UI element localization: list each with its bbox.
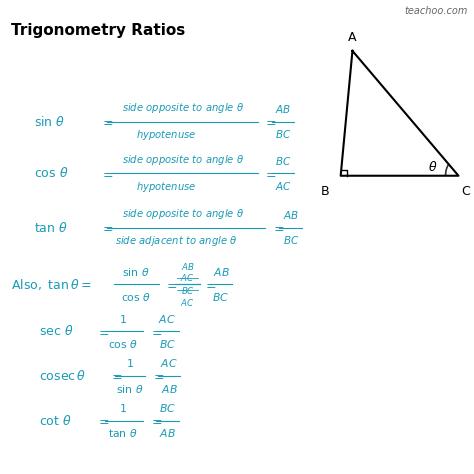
Text: $\theta$: $\theta$ bbox=[428, 160, 437, 174]
Text: $\tan\,\theta$: $\tan\,\theta$ bbox=[35, 220, 68, 235]
Text: $=$: $=$ bbox=[151, 370, 164, 383]
Text: $BC$: $BC$ bbox=[159, 338, 176, 350]
Text: $=$: $=$ bbox=[149, 325, 163, 338]
Text: $AB$: $AB$ bbox=[212, 265, 229, 277]
Text: $AB$: $AB$ bbox=[159, 428, 176, 439]
Text: $1$: $1$ bbox=[119, 402, 127, 414]
Text: $\mathit{side\ adjacent\ to\ angle}\ \theta$: $\mathit{side\ adjacent\ to\ angle}\ \th… bbox=[115, 234, 237, 248]
Text: $AC$: $AC$ bbox=[160, 357, 178, 369]
Text: $\mathit{side\ opposite\ to\ angle}\ \theta$: $\mathit{side\ opposite\ to\ angle}\ \th… bbox=[122, 207, 244, 221]
Text: $\mathit{hypotenuse}$: $\mathit{hypotenuse}$ bbox=[136, 128, 197, 142]
Text: $BC$: $BC$ bbox=[275, 128, 292, 140]
Text: $\mathit{hypotenuse}$: $\mathit{hypotenuse}$ bbox=[136, 180, 197, 194]
Text: $BC$: $BC$ bbox=[159, 402, 176, 414]
Text: $=$: $=$ bbox=[109, 370, 122, 383]
Text: $1$: $1$ bbox=[126, 357, 134, 369]
Text: $AB$: $AB$ bbox=[275, 103, 291, 115]
Text: $\sin\,\theta$: $\sin\,\theta$ bbox=[122, 265, 149, 277]
Text: $=$: $=$ bbox=[263, 167, 277, 180]
Text: $=$: $=$ bbox=[149, 414, 163, 427]
Text: $\mathit{side\ opposite\ to\ angle}\ \theta$: $\mathit{side\ opposite\ to\ angle}\ \th… bbox=[122, 101, 244, 115]
Text: $\cot\,\theta$: $\cot\,\theta$ bbox=[39, 414, 72, 428]
Text: $\tan\,\theta$: $\tan\,\theta$ bbox=[108, 428, 138, 439]
Text: $=$: $=$ bbox=[100, 167, 114, 180]
Text: $BC$: $BC$ bbox=[283, 234, 299, 246]
Text: $AB$: $AB$ bbox=[161, 383, 178, 395]
Text: $BC$: $BC$ bbox=[181, 285, 194, 296]
Text: A: A bbox=[348, 31, 357, 44]
Text: $1$: $1$ bbox=[119, 313, 127, 325]
Text: $\mathit{side\ opposite\ to\ angle}\ \theta$: $\mathit{side\ opposite\ to\ angle}\ \th… bbox=[122, 153, 244, 167]
Text: $\sec\,\theta$: $\sec\,\theta$ bbox=[39, 324, 73, 338]
Text: $\sin\,\theta$: $\sin\,\theta$ bbox=[35, 115, 66, 128]
Text: C: C bbox=[461, 185, 470, 198]
Text: $\sin\,\theta$: $\sin\,\theta$ bbox=[116, 383, 143, 395]
Text: $AB$: $AB$ bbox=[181, 261, 194, 272]
Text: $\cos\,\theta$: $\cos\,\theta$ bbox=[120, 291, 151, 303]
Text: $AC$: $AC$ bbox=[180, 272, 195, 283]
Text: $=$: $=$ bbox=[100, 115, 114, 128]
Text: $\mathrm{Also,\ tan}\,\theta =$: $\mathrm{Also,\ tan}\,\theta =$ bbox=[11, 277, 91, 292]
Text: $BC$: $BC$ bbox=[212, 291, 229, 303]
Text: $=$: $=$ bbox=[203, 278, 217, 291]
Text: $=$: $=$ bbox=[100, 221, 114, 234]
Text: B: B bbox=[320, 185, 329, 198]
Text: $AC$: $AC$ bbox=[275, 180, 292, 192]
Text: $=$: $=$ bbox=[96, 325, 109, 338]
Text: $=$: $=$ bbox=[263, 115, 277, 128]
Text: $=$: $=$ bbox=[271, 221, 284, 234]
Text: $AC$: $AC$ bbox=[158, 313, 176, 325]
Text: $=$: $=$ bbox=[96, 414, 109, 427]
Text: Trigonometry Ratios: Trigonometry Ratios bbox=[11, 23, 185, 37]
Text: $\mathrm{cosec}\,\theta$: $\mathrm{cosec}\,\theta$ bbox=[39, 369, 86, 383]
Text: teachoo.com: teachoo.com bbox=[404, 6, 468, 16]
Text: $\cos\,\theta$: $\cos\,\theta$ bbox=[35, 166, 69, 181]
Text: $\cos\,\theta$: $\cos\,\theta$ bbox=[108, 338, 138, 350]
Text: $AB$: $AB$ bbox=[283, 209, 299, 221]
Text: $=$: $=$ bbox=[164, 278, 178, 291]
Text: $AC$: $AC$ bbox=[180, 297, 195, 308]
Text: $BC$: $BC$ bbox=[275, 155, 292, 167]
